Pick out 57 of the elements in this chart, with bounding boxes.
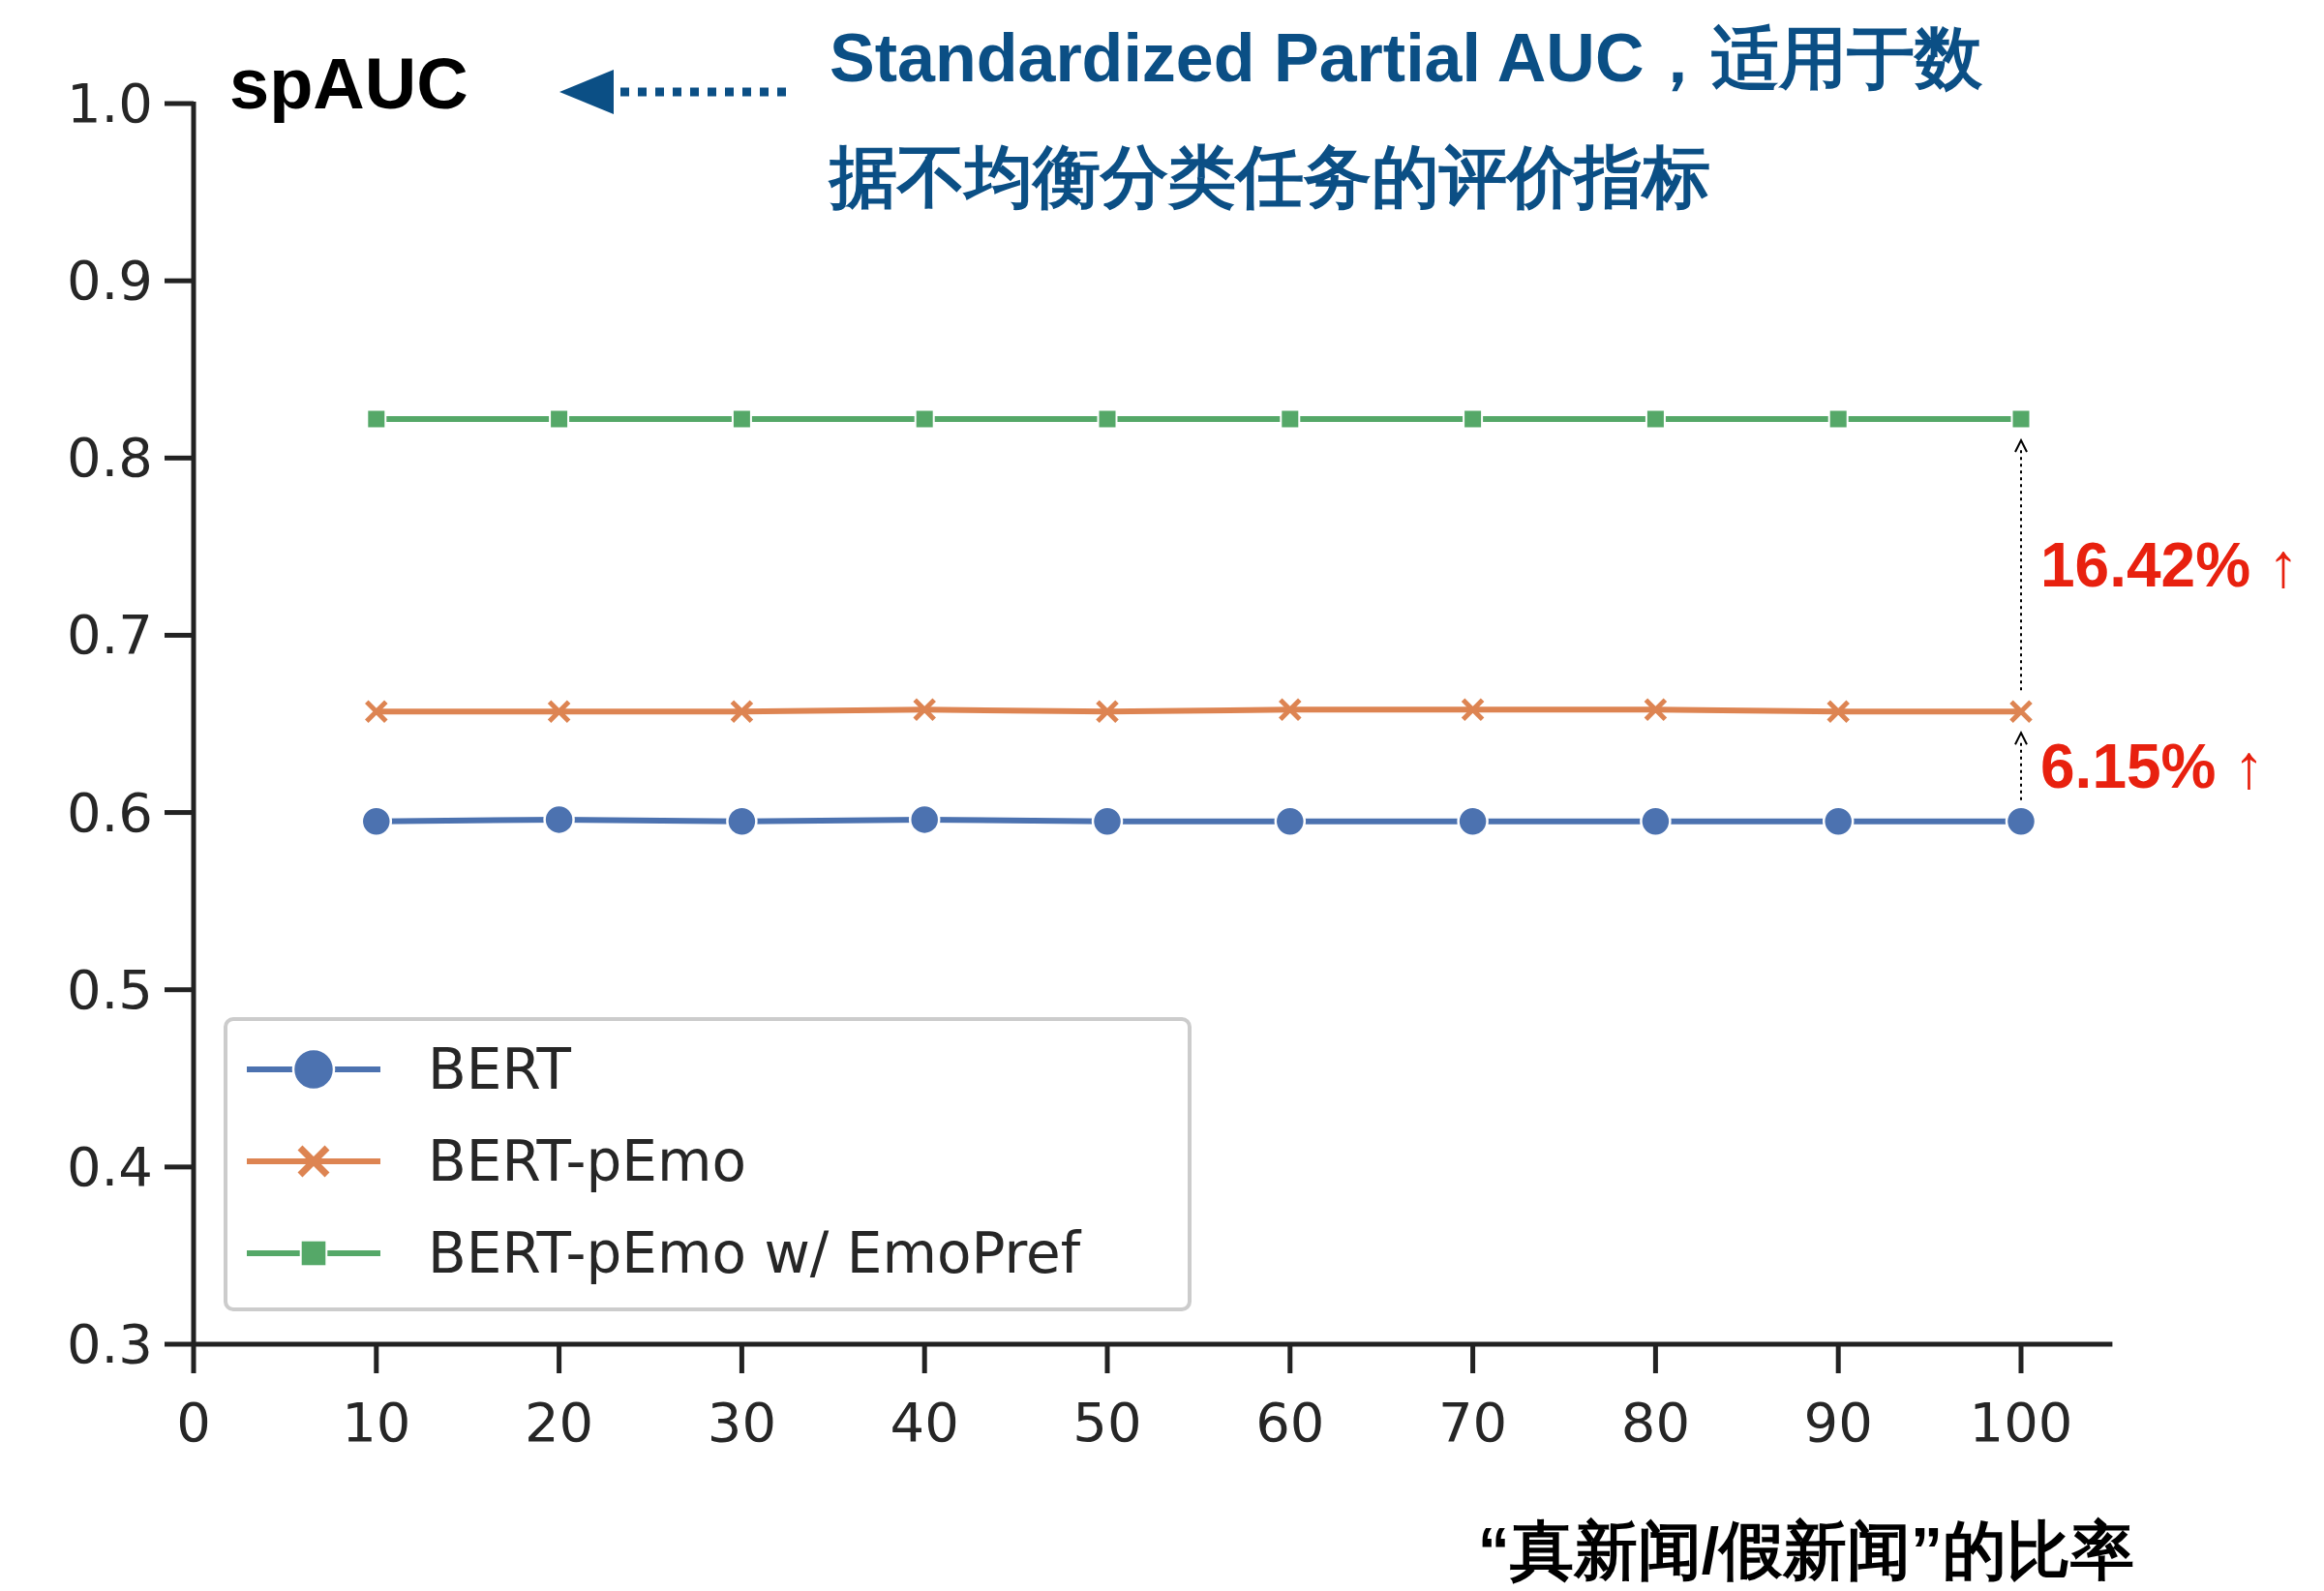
point <box>366 408 387 430</box>
y-tick-label: 0.9 <box>66 249 153 313</box>
y-tick-label: 0.3 <box>66 1312 153 1375</box>
y-tick-label: 0.4 <box>66 1134 153 1198</box>
point <box>547 699 572 724</box>
point <box>1643 697 1668 722</box>
point <box>908 803 941 836</box>
point <box>1463 408 1484 430</box>
point <box>1274 805 1307 837</box>
x-tick-label: 60 <box>1255 1391 1325 1454</box>
point <box>1645 408 1666 430</box>
x-tick-label: 90 <box>1803 1391 1873 1454</box>
y-tick-label: 0.7 <box>66 603 153 667</box>
x-tick-label: 20 <box>524 1391 594 1454</box>
point <box>2005 805 2037 837</box>
point <box>543 803 575 836</box>
y-tick-label: 0.6 <box>66 780 153 844</box>
legend-label: BERT-pEmo <box>428 1128 746 1194</box>
point <box>1280 408 1301 430</box>
x-tick-label: 0 <box>176 1391 211 1454</box>
x-tick-label: 80 <box>1620 1391 1691 1454</box>
point <box>912 697 937 722</box>
point <box>1457 805 1489 837</box>
point <box>1278 697 1303 722</box>
point <box>1095 699 1120 724</box>
point <box>1097 408 1118 430</box>
point <box>729 699 754 724</box>
point <box>2010 408 2032 430</box>
x-tick-label: 30 <box>707 1391 777 1454</box>
annotation: 16.42% ↑ <box>2040 530 2299 601</box>
annotation: Standardized Partial AUC，适用于数据不均衡分类任务的评价指标 <box>828 20 1984 215</box>
point <box>360 805 393 837</box>
point <box>914 408 935 430</box>
point <box>364 699 389 724</box>
point <box>549 408 570 430</box>
x-tick-label: 100 <box>1969 1391 2073 1454</box>
x-tick-label: 70 <box>1437 1391 1508 1454</box>
y-axis-title: spAUC <box>229 44 468 124</box>
point <box>1822 805 1855 837</box>
point <box>2008 699 2034 724</box>
point <box>1091 805 1124 837</box>
x-tick-label: 40 <box>890 1391 959 1454</box>
point <box>726 805 758 837</box>
point <box>1827 408 1849 430</box>
annotation: 6.15% ↑ <box>2040 731 2265 801</box>
point <box>731 408 752 430</box>
legend-label: BERT <box>428 1036 572 1102</box>
x-tick-label: 50 <box>1072 1391 1142 1454</box>
y-tick-label: 1.0 <box>66 72 153 135</box>
legend-label: BERT-pEmo w/ EmoPref <box>428 1220 1082 1286</box>
y-tick-label: 0.5 <box>66 957 153 1021</box>
point <box>1461 697 1486 722</box>
point <box>1826 699 1851 724</box>
x-tick-label: 10 <box>342 1391 411 1454</box>
x-axis-title: “真新闻/假新闻”的比率 <box>1477 1515 2134 1586</box>
y-tick-label: 0.8 <box>66 426 153 490</box>
point <box>1640 805 1672 837</box>
